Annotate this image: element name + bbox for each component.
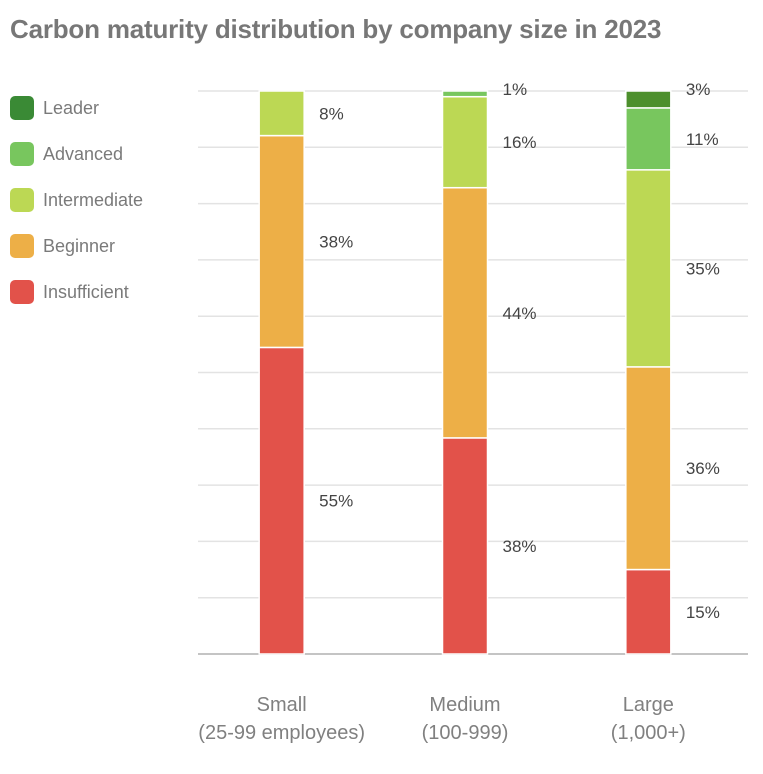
- legend-item-intermediate: Intermediate: [10, 177, 143, 223]
- legend-label: Advanced: [43, 143, 124, 164]
- data-label: 36%: [686, 459, 720, 478]
- data-label: 1%: [503, 80, 528, 99]
- legend-swatch: [10, 188, 34, 212]
- data-label: 8%: [319, 104, 344, 123]
- data-label: 35%: [686, 259, 720, 278]
- bar-segment-large-intermediate: [625, 169, 672, 368]
- x-tick-label: (1,000+): [611, 722, 686, 744]
- bar-segment-small-beginner: [258, 134, 305, 349]
- bar-segment-medium-beginner: [441, 186, 489, 439]
- data-label: 44%: [503, 304, 537, 323]
- bar-segment-medium-intermediate: [441, 95, 489, 189]
- x-tick-label: (100-999): [422, 722, 509, 744]
- legend-label: Beginner: [43, 235, 116, 256]
- legend-item-advanced: Advanced: [10, 131, 143, 177]
- data-label: 15%: [686, 603, 720, 622]
- data-label: 38%: [503, 537, 537, 556]
- legend-swatch: [10, 234, 34, 258]
- legend-label: Leader: [43, 97, 100, 118]
- chart-title: Carbon maturity distribution by company …: [10, 14, 662, 44]
- x-tick-label: Small: [257, 694, 307, 716]
- bar-segment-large-insufficient: [625, 568, 672, 655]
- legend-swatch: [10, 280, 34, 304]
- bar-segment-medium-advanced: [441, 90, 489, 98]
- x-tick-label: Medium: [429, 694, 500, 716]
- bar-segment-large-leader: [625, 90, 672, 109]
- bar-segment-small-insufficient: [258, 346, 305, 655]
- legend-label: Insufficient: [43, 281, 129, 302]
- bar-segment-large-beginner: [625, 366, 672, 571]
- data-label: 16%: [503, 133, 537, 152]
- legend-label: Intermediate: [43, 189, 144, 210]
- legend-item-leader: Leader: [10, 85, 143, 131]
- legend-swatch: [10, 96, 34, 120]
- data-label: 11%: [686, 130, 719, 149]
- bar-segment-small-intermediate: [258, 90, 305, 137]
- data-label: 3%: [686, 80, 711, 99]
- data-label: 55%: [319, 492, 353, 511]
- legend: Leader Advanced Intermediate Beginner Insuff…: [10, 85, 143, 315]
- x-tick-label: (25-99 employees): [198, 722, 365, 744]
- bar-segment-medium-insufficient: [441, 437, 489, 655]
- bar-segment-large-advanced: [625, 107, 672, 171]
- legend-swatch: [10, 142, 34, 166]
- legend-item-beginner: Beginner: [10, 223, 143, 269]
- data-label: 38%: [319, 233, 353, 252]
- x-tick-label: Large: [623, 694, 674, 716]
- legend-item-insufficient: Insufficient: [10, 269, 143, 315]
